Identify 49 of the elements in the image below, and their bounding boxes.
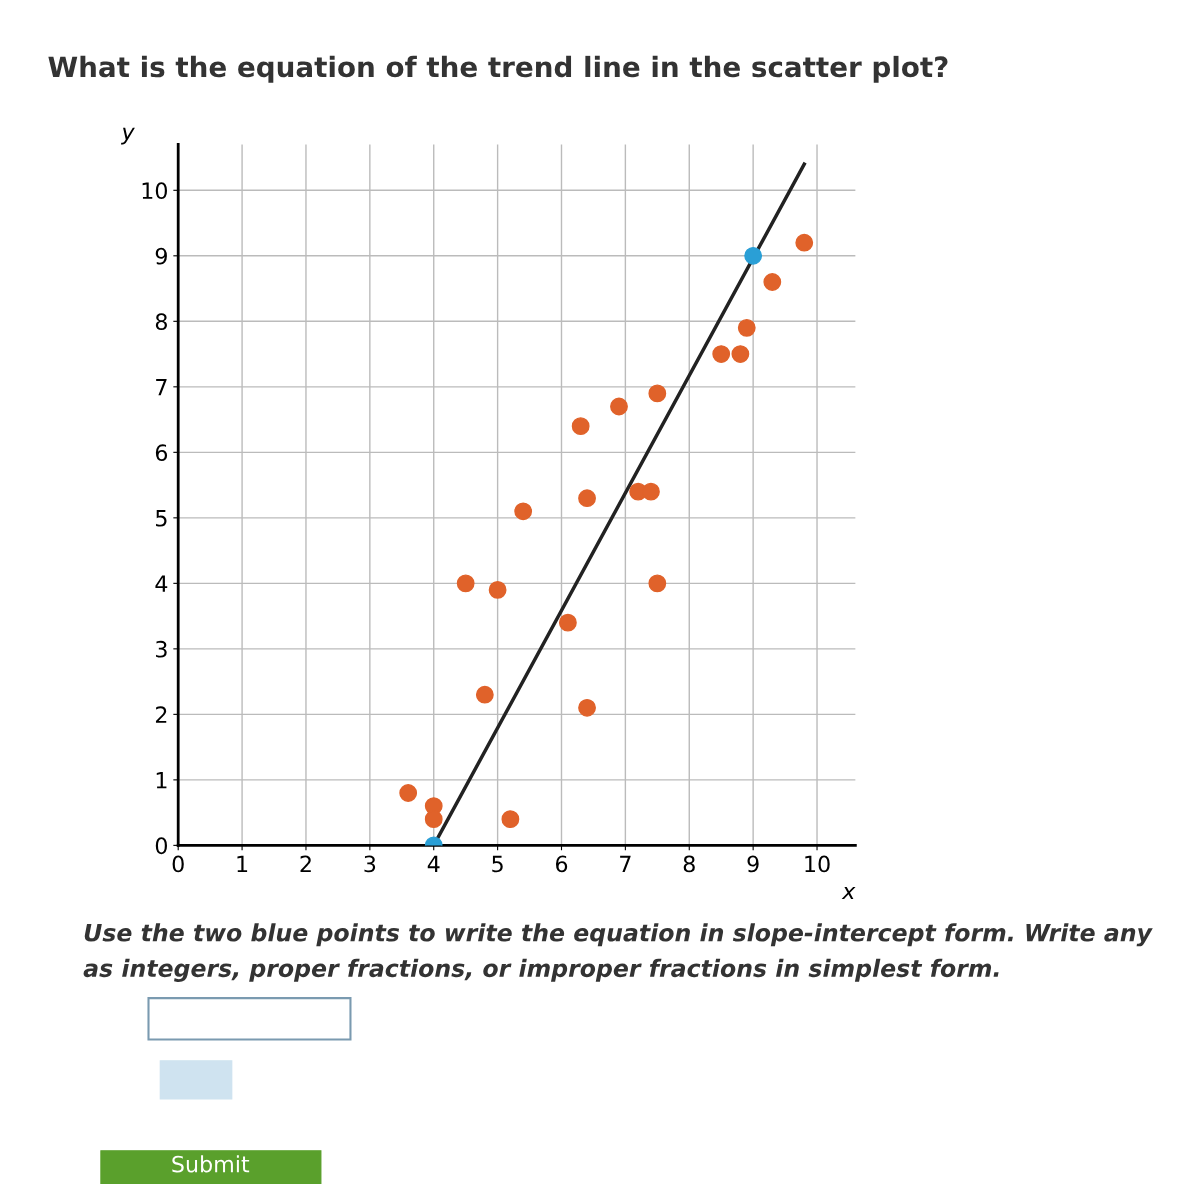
x-tick-label: 7 — [620, 855, 631, 872]
x-tick-label: 0 — [172, 855, 184, 873]
point — [501, 810, 520, 829]
point — [475, 685, 494, 704]
x-tick-label: 3 — [364, 855, 376, 873]
y-tick-label: 4 — [155, 575, 168, 592]
point — [763, 273, 782, 291]
point — [488, 580, 507, 599]
x-tick-label: 8 — [683, 855, 695, 873]
x-tick-label: 2 — [300, 855, 311, 872]
point — [648, 574, 667, 593]
y-tick-label: 2 — [155, 706, 167, 723]
point — [795, 233, 814, 252]
y-tick-label: 10 — [142, 182, 167, 200]
x-tick-label: 9 — [747, 855, 759, 873]
x-tick-label: 4 — [427, 855, 440, 872]
text: Use the two blue points to write the equation in slope-intercept form. Write any — [84, 923, 1153, 947]
x-tick-label: 6 — [555, 855, 568, 873]
y-tick-label: 8 — [155, 313, 167, 331]
point — [737, 318, 756, 337]
point — [648, 384, 667, 403]
point — [456, 574, 475, 593]
point — [424, 810, 443, 829]
y-tick-label: 9 — [155, 247, 167, 265]
point — [712, 345, 731, 363]
point — [399, 784, 418, 802]
point — [731, 345, 750, 363]
y-tick-label: 1 — [156, 772, 167, 789]
point — [610, 397, 628, 416]
point — [578, 698, 596, 717]
y-tick-label: 6 — [155, 444, 168, 462]
y-tick-label: 5 — [156, 510, 167, 527]
y-tick-label: 7 — [156, 379, 167, 396]
text: Submit — [172, 1155, 250, 1173]
chart-title: What is the equation of the trend line in the scatter plot? — [48, 55, 948, 83]
text: as integers, proper fractions, or improper fractions in simplest form. — [83, 958, 999, 982]
point — [514, 502, 533, 521]
point — [558, 613, 577, 632]
point — [642, 482, 660, 501]
point — [744, 246, 763, 265]
x-axis-title: x — [841, 886, 856, 900]
y-tick-label: 0 — [155, 837, 167, 855]
point — [571, 417, 590, 436]
x-tick-label: 5 — [492, 855, 503, 873]
y-axis-title: y — [120, 127, 135, 145]
x-tick-label: 1 — [237, 855, 248, 872]
x-tick-label: 10 — [805, 855, 830, 873]
point — [578, 489, 596, 508]
y-tick-label: 3 — [156, 640, 167, 658]
